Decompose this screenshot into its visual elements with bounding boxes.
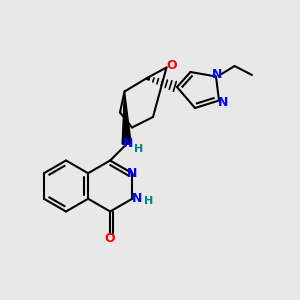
Text: N: N xyxy=(218,95,228,109)
Text: O: O xyxy=(167,58,177,72)
Polygon shape xyxy=(122,92,131,144)
Text: H: H xyxy=(134,144,143,154)
Text: N: N xyxy=(132,192,142,205)
Text: N: N xyxy=(127,167,137,180)
Text: N: N xyxy=(123,136,134,150)
Text: O: O xyxy=(105,232,116,245)
Text: N: N xyxy=(212,68,223,82)
Text: H: H xyxy=(144,196,153,206)
